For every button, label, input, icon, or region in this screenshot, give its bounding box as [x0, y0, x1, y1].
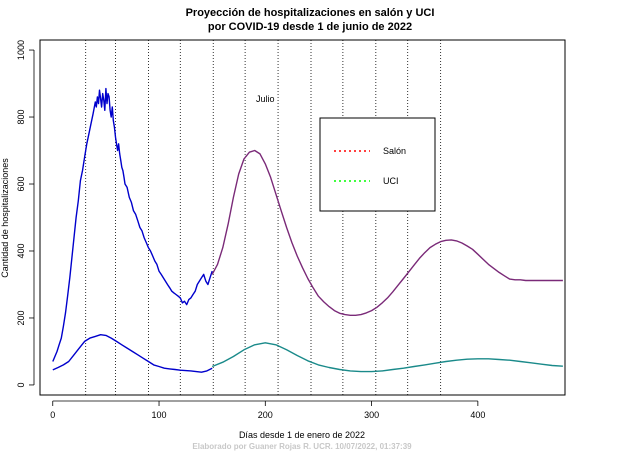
legend-box	[319, 117, 436, 212]
y-tick-label-400: 400	[16, 243, 26, 258]
annotation-julio: Julio	[256, 94, 275, 104]
series-line-3	[211, 342, 563, 373]
x-axis-label: Días desde 1 de enero de 2022	[239, 430, 365, 440]
legend: Salón UCI	[319, 117, 436, 212]
y-tick-label-800: 800	[16, 110, 26, 125]
series-line-1	[52, 334, 213, 373]
x-tick-label-300: 300	[364, 410, 379, 420]
y-tick-label-600: 600	[16, 176, 26, 191]
series-line-2	[211, 149, 563, 316]
plot-box	[39, 39, 566, 396]
series-line-0	[52, 87, 213, 362]
y-axis: 0 200 400 600 800 1000	[16, 40, 35, 387]
y-axis-label: Cantidad de hospitalizaciones	[0, 158, 10, 278]
x-tick-label-200: 200	[258, 410, 273, 420]
x-tick-label-100: 100	[152, 410, 167, 420]
y-tick-label-0: 0	[16, 382, 26, 387]
legend-uci-label: UCI	[383, 176, 399, 186]
x-tick-label-400: 400	[470, 410, 485, 420]
series-layer	[52, 87, 563, 373]
chart-title-line2: por COVID-19 desde 1 de junio de 2022	[208, 21, 412, 33]
month-lines	[85, 40, 442, 395]
x-tick-label-0: 0	[50, 410, 55, 420]
y-tick-label-1000: 1000	[16, 40, 26, 60]
legend-salon-label: Salón	[383, 146, 406, 156]
credit-line: Elaborado por Guaner Rojas R. UCR. 10/07…	[192, 442, 412, 451]
y-tick-label-200: 200	[16, 310, 26, 325]
x-axis: 0 100 200 300 400	[50, 400, 485, 420]
chart-title-line1: Proyección de hospitalizaciones en salón…	[186, 7, 435, 19]
